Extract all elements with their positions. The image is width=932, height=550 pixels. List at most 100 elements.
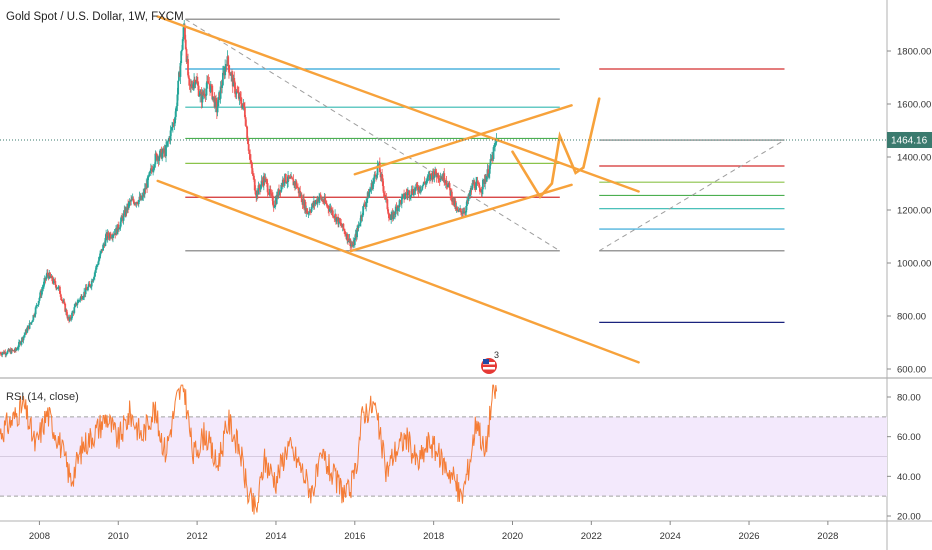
candle-body [146,176,149,188]
candle-body [137,200,140,205]
candle-body [181,49,183,52]
candle-body [11,349,14,351]
candle-body [102,244,105,251]
projection-path[interactable] [511,97,601,199]
trendline-rising-support[interactable] [349,183,573,253]
candle-body [433,175,436,178]
candle-body [152,168,155,172]
dashed-guide-line[interactable] [185,18,561,252]
candle-body [23,334,26,337]
candle-body [328,208,331,212]
candle-body [58,286,61,294]
candle-body [363,204,366,206]
candle-body [384,194,387,198]
candle-body [261,180,264,183]
candle-body [57,286,60,289]
candle-body [419,186,421,191]
candle-body [175,106,178,109]
trendline-upper-channel[interactable] [156,15,640,193]
candle-body [373,174,376,179]
candle-body [447,184,449,188]
candle-body [148,172,151,177]
candle-body [386,199,389,210]
candle-body [22,336,25,341]
rsi-tick-label: 40.00 [897,472,921,483]
candle-body [252,174,255,176]
candle-body [451,201,454,203]
candle-body [196,79,199,83]
candle-body [194,82,197,85]
candle-body [458,209,461,211]
trendlines[interactable] [156,15,640,364]
candle-body [269,189,272,194]
candle-body [291,178,294,180]
trendline-lower-channel[interactable] [156,179,640,364]
candle-body [280,184,283,192]
candle-body [122,213,125,221]
candle-body [411,189,414,194]
candle-body [356,227,359,229]
candle-body [70,318,73,320]
candle-body [124,208,127,216]
rsi-axis[interactable]: 80.00 60.00 40.00 20.00 [887,393,921,523]
candle-body [445,181,448,185]
candle-body [109,233,112,238]
trendline-rising-resistance[interactable] [353,104,573,176]
events-badge[interactable]: 3 [481,350,499,374]
candle-body [385,197,388,200]
candle-body [307,213,310,215]
candle-body [221,72,224,86]
candle-body [43,277,46,282]
candle-body [99,253,101,259]
candle-body [85,287,88,290]
candle-body [466,200,468,206]
candle-body [132,198,135,202]
candle-body [392,211,395,220]
candle-body [473,181,476,189]
candle-body [228,65,230,73]
candle-body [38,297,41,302]
candle-body [309,210,311,212]
candle-body [306,208,308,214]
candle-body [184,39,187,50]
candle-body [271,193,274,196]
candle-body [368,192,371,198]
candle-body [284,174,287,183]
candle-body [488,165,491,174]
candle-body [60,296,63,300]
price-axis[interactable]: 1800.00 1600.00 1400.00 1200.00 1000.00 800.0… [887,47,931,376]
time-axis[interactable]: 2008 2010 2012 2014 2016 2018 2020 2022 2024 2026… [29,521,839,542]
candle-body [272,195,274,205]
candle-body [382,186,385,193]
candle-body [350,243,353,246]
candle-body [192,83,195,89]
candle-body [309,211,312,213]
candle-body [93,272,96,277]
candle-body [92,278,95,282]
candle-body [377,164,380,166]
projection[interactable] [511,97,601,199]
candle-body [93,276,95,279]
candle-body [343,229,346,231]
candle-body [393,211,396,215]
candle-body [254,190,257,195]
candle-body [335,217,338,222]
candle-body [62,300,64,302]
candle-body [208,83,211,85]
candle-body [196,82,199,86]
candle-body [36,305,39,307]
candle-body [443,173,446,183]
candle-body [260,180,263,186]
candle-body [83,291,86,297]
price-tick-label: 1800.00 [897,47,931,58]
candle-body [290,176,293,179]
candle-body [217,97,220,107]
flag-canton [483,359,489,364]
candle-body [51,276,54,282]
candle-body [53,279,56,282]
candle-body [119,221,122,228]
candle-body [231,73,233,75]
candle-body [32,315,35,321]
price-tick-label: 1000.00 [897,259,931,270]
candle-body [49,272,51,276]
